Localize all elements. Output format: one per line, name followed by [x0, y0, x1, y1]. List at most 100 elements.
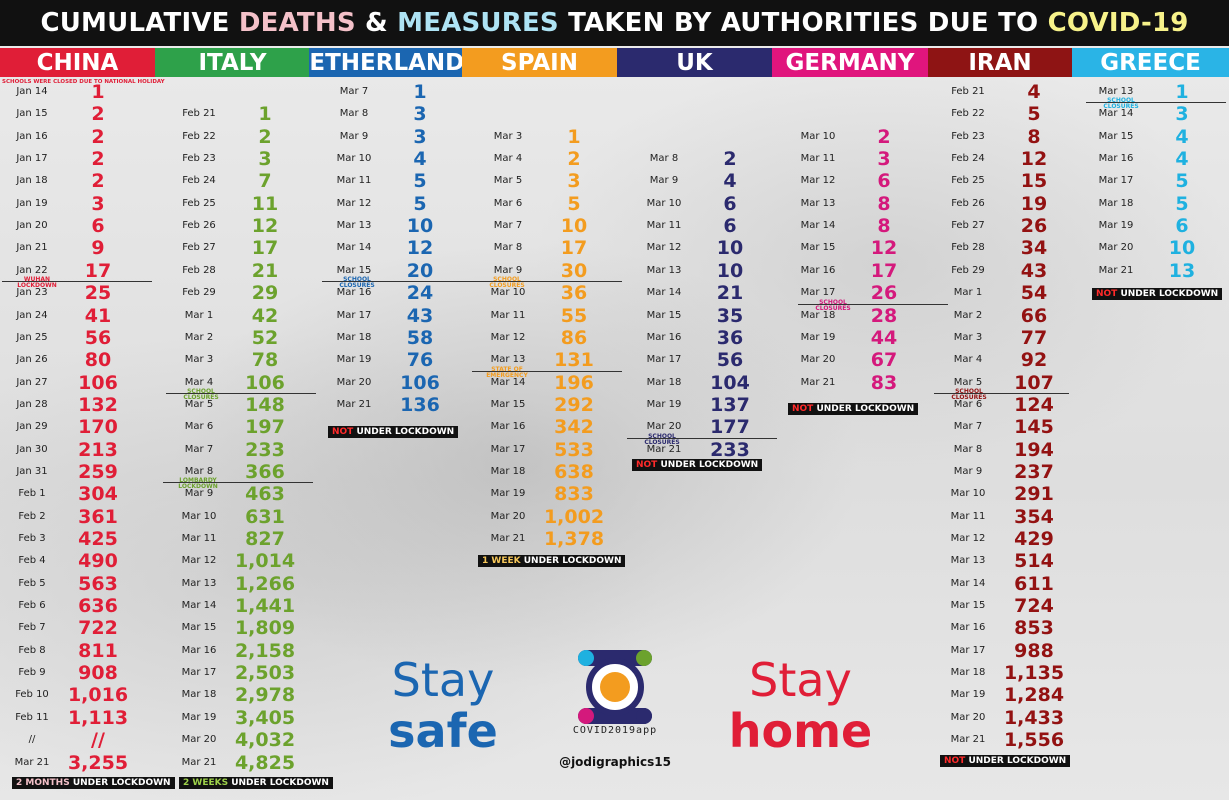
measure-label: SCHOOL CLOSURES — [489, 276, 525, 290]
table-row: Feb 2 361 — [2, 506, 142, 528]
table-row: Mar 17 5 — [1086, 170, 1226, 192]
table-row: Feb 3 425 — [2, 528, 142, 550]
row-date: Mar 15 — [950, 600, 986, 612]
table-row: Mar 7 10 — [478, 215, 618, 237]
logo-icon — [578, 650, 652, 724]
row-deaths: 3 — [413, 103, 427, 126]
row-deaths: 29 — [251, 282, 279, 305]
lockdown-text: UNDER LOCKDOWN — [353, 427, 455, 437]
row-date: Jan 31 — [16, 465, 48, 477]
row-deaths: 10 — [716, 237, 744, 260]
row-deaths: 12 — [251, 215, 279, 238]
row-date: Mar 11 — [336, 175, 372, 187]
row-deaths: 7 — [258, 170, 272, 193]
table-row: Feb 1 304 — [2, 483, 142, 505]
row-date: Mar 19 — [490, 488, 526, 500]
table-row: Jan 20 6 — [2, 215, 142, 237]
row-deaths: 631 — [245, 505, 285, 528]
row-deaths: 1,441 — [234, 595, 296, 618]
lockdown-duration: NOT — [792, 404, 814, 414]
stay-home-top: Stay — [749, 653, 852, 707]
table-row: Jan 30 213 — [2, 439, 142, 461]
row-date: Mar 16 — [1098, 153, 1134, 165]
table-row: Jan 25 56 — [2, 327, 142, 349]
row-deaths: 354 — [1014, 505, 1054, 528]
row-date: Mar 11 — [181, 533, 217, 544]
table-row: Feb 9 908 — [2, 662, 142, 684]
row-deaths: 2 — [877, 125, 891, 148]
row-deaths: 361 — [78, 505, 118, 528]
header-germany: GERMANY — [772, 48, 928, 77]
table-row: Mar 19 1,284 — [938, 684, 1078, 706]
row-deaths: 2 — [723, 148, 737, 171]
row-deaths: 3 — [258, 148, 272, 171]
row-deaths: 56 — [84, 326, 112, 349]
row-date: Mar 8 — [184, 465, 214, 477]
table-row: Mar 9 463 — [169, 483, 309, 505]
row-date: Mar 20 — [1098, 242, 1134, 254]
row-deaths: 17 — [560, 237, 588, 260]
row-deaths: 563 — [78, 572, 118, 595]
row-date: Mar 2 — [184, 331, 214, 343]
table-row: Mar 4 106 — [169, 372, 309, 394]
row-date: Mar 13 — [336, 220, 372, 232]
row-deaths: 194 — [1014, 438, 1054, 461]
table-row: Mar 14 1,441 — [169, 595, 309, 617]
table-row: Feb 27 17 — [169, 237, 309, 259]
row-deaths: 1 — [91, 81, 105, 103]
row-deaths: 170 — [78, 416, 118, 439]
row-date: Feb 11 — [15, 711, 49, 723]
row-date: Mar 18 — [800, 309, 836, 321]
row-date: Mar 17 — [336, 309, 372, 321]
row-date: Mar 14 — [336, 242, 372, 254]
table-row: Mar 13 514 — [938, 550, 1078, 572]
table-row: Mar 12 5 — [324, 193, 464, 215]
table-row: Feb 29 43 — [938, 260, 1078, 282]
table-row: Feb 25 11 — [169, 193, 309, 215]
row-deaths: 3 — [413, 125, 427, 148]
table-row: Feb 4 490 — [2, 550, 142, 572]
table-row: Mar 1 42 — [169, 305, 309, 327]
table-row: Mar 15 292 — [478, 394, 618, 416]
table-row: Mar 20 106 — [324, 372, 464, 394]
row-date: Mar 19 — [336, 354, 372, 366]
row-date: Mar 15 — [181, 622, 217, 634]
row-date: Feb 8 — [18, 644, 46, 656]
row-date: Mar 21 — [336, 398, 372, 410]
row-date: Mar 14 — [800, 220, 836, 232]
table-row: Mar 19 44 — [788, 327, 928, 349]
lockdown-duration: NOT — [636, 460, 658, 470]
table-row: Mar 19 6 — [1086, 215, 1226, 237]
row-date: Jan 24 — [16, 309, 48, 321]
row-date: Mar 14 — [646, 287, 682, 299]
row-date: Mar 13 — [181, 577, 217, 589]
table-row: Mar 15 724 — [938, 595, 1078, 617]
table-row: Mar 10 291 — [938, 483, 1078, 505]
row-date: Mar 16 — [490, 421, 526, 433]
title-part-5: TAKEN BY AUTHORITIES DUE TO — [558, 8, 1048, 38]
row-date: Feb 6 — [18, 600, 46, 612]
lockdown-text: UNDER LOCKDOWN — [657, 460, 759, 470]
table-row: Jan 27 106 — [2, 372, 142, 394]
table-row: // // — [2, 729, 142, 751]
row-deaths: 137 — [710, 393, 750, 416]
row-deaths: 148 — [245, 393, 285, 416]
lockdown-duration: NOT — [1096, 289, 1118, 299]
table-row: Mar 21 4,825 — [169, 752, 309, 774]
row-deaths: 58 — [406, 326, 434, 349]
row-deaths: 56 — [716, 349, 744, 372]
row-date: Jan 23 — [16, 287, 48, 299]
title-measures: MEASURES — [397, 8, 559, 38]
row-date: Mar 4 — [493, 153, 523, 165]
row-deaths: 6 — [91, 215, 105, 238]
row-date: Jan 26 — [16, 354, 48, 366]
row-date: Mar 12 — [800, 175, 836, 187]
table-row: Mar 18 1,135 — [938, 662, 1078, 684]
row-deaths: 132 — [78, 393, 118, 416]
table-row: Mar 15 4 — [1086, 126, 1226, 148]
table-row: Mar 8 194 — [938, 439, 1078, 461]
row-deaths: 5 — [1175, 170, 1189, 193]
table-row: Feb 10 1,016 — [2, 684, 142, 706]
row-date: Mar 19 — [950, 689, 986, 701]
row-deaths: 5 — [413, 170, 427, 193]
